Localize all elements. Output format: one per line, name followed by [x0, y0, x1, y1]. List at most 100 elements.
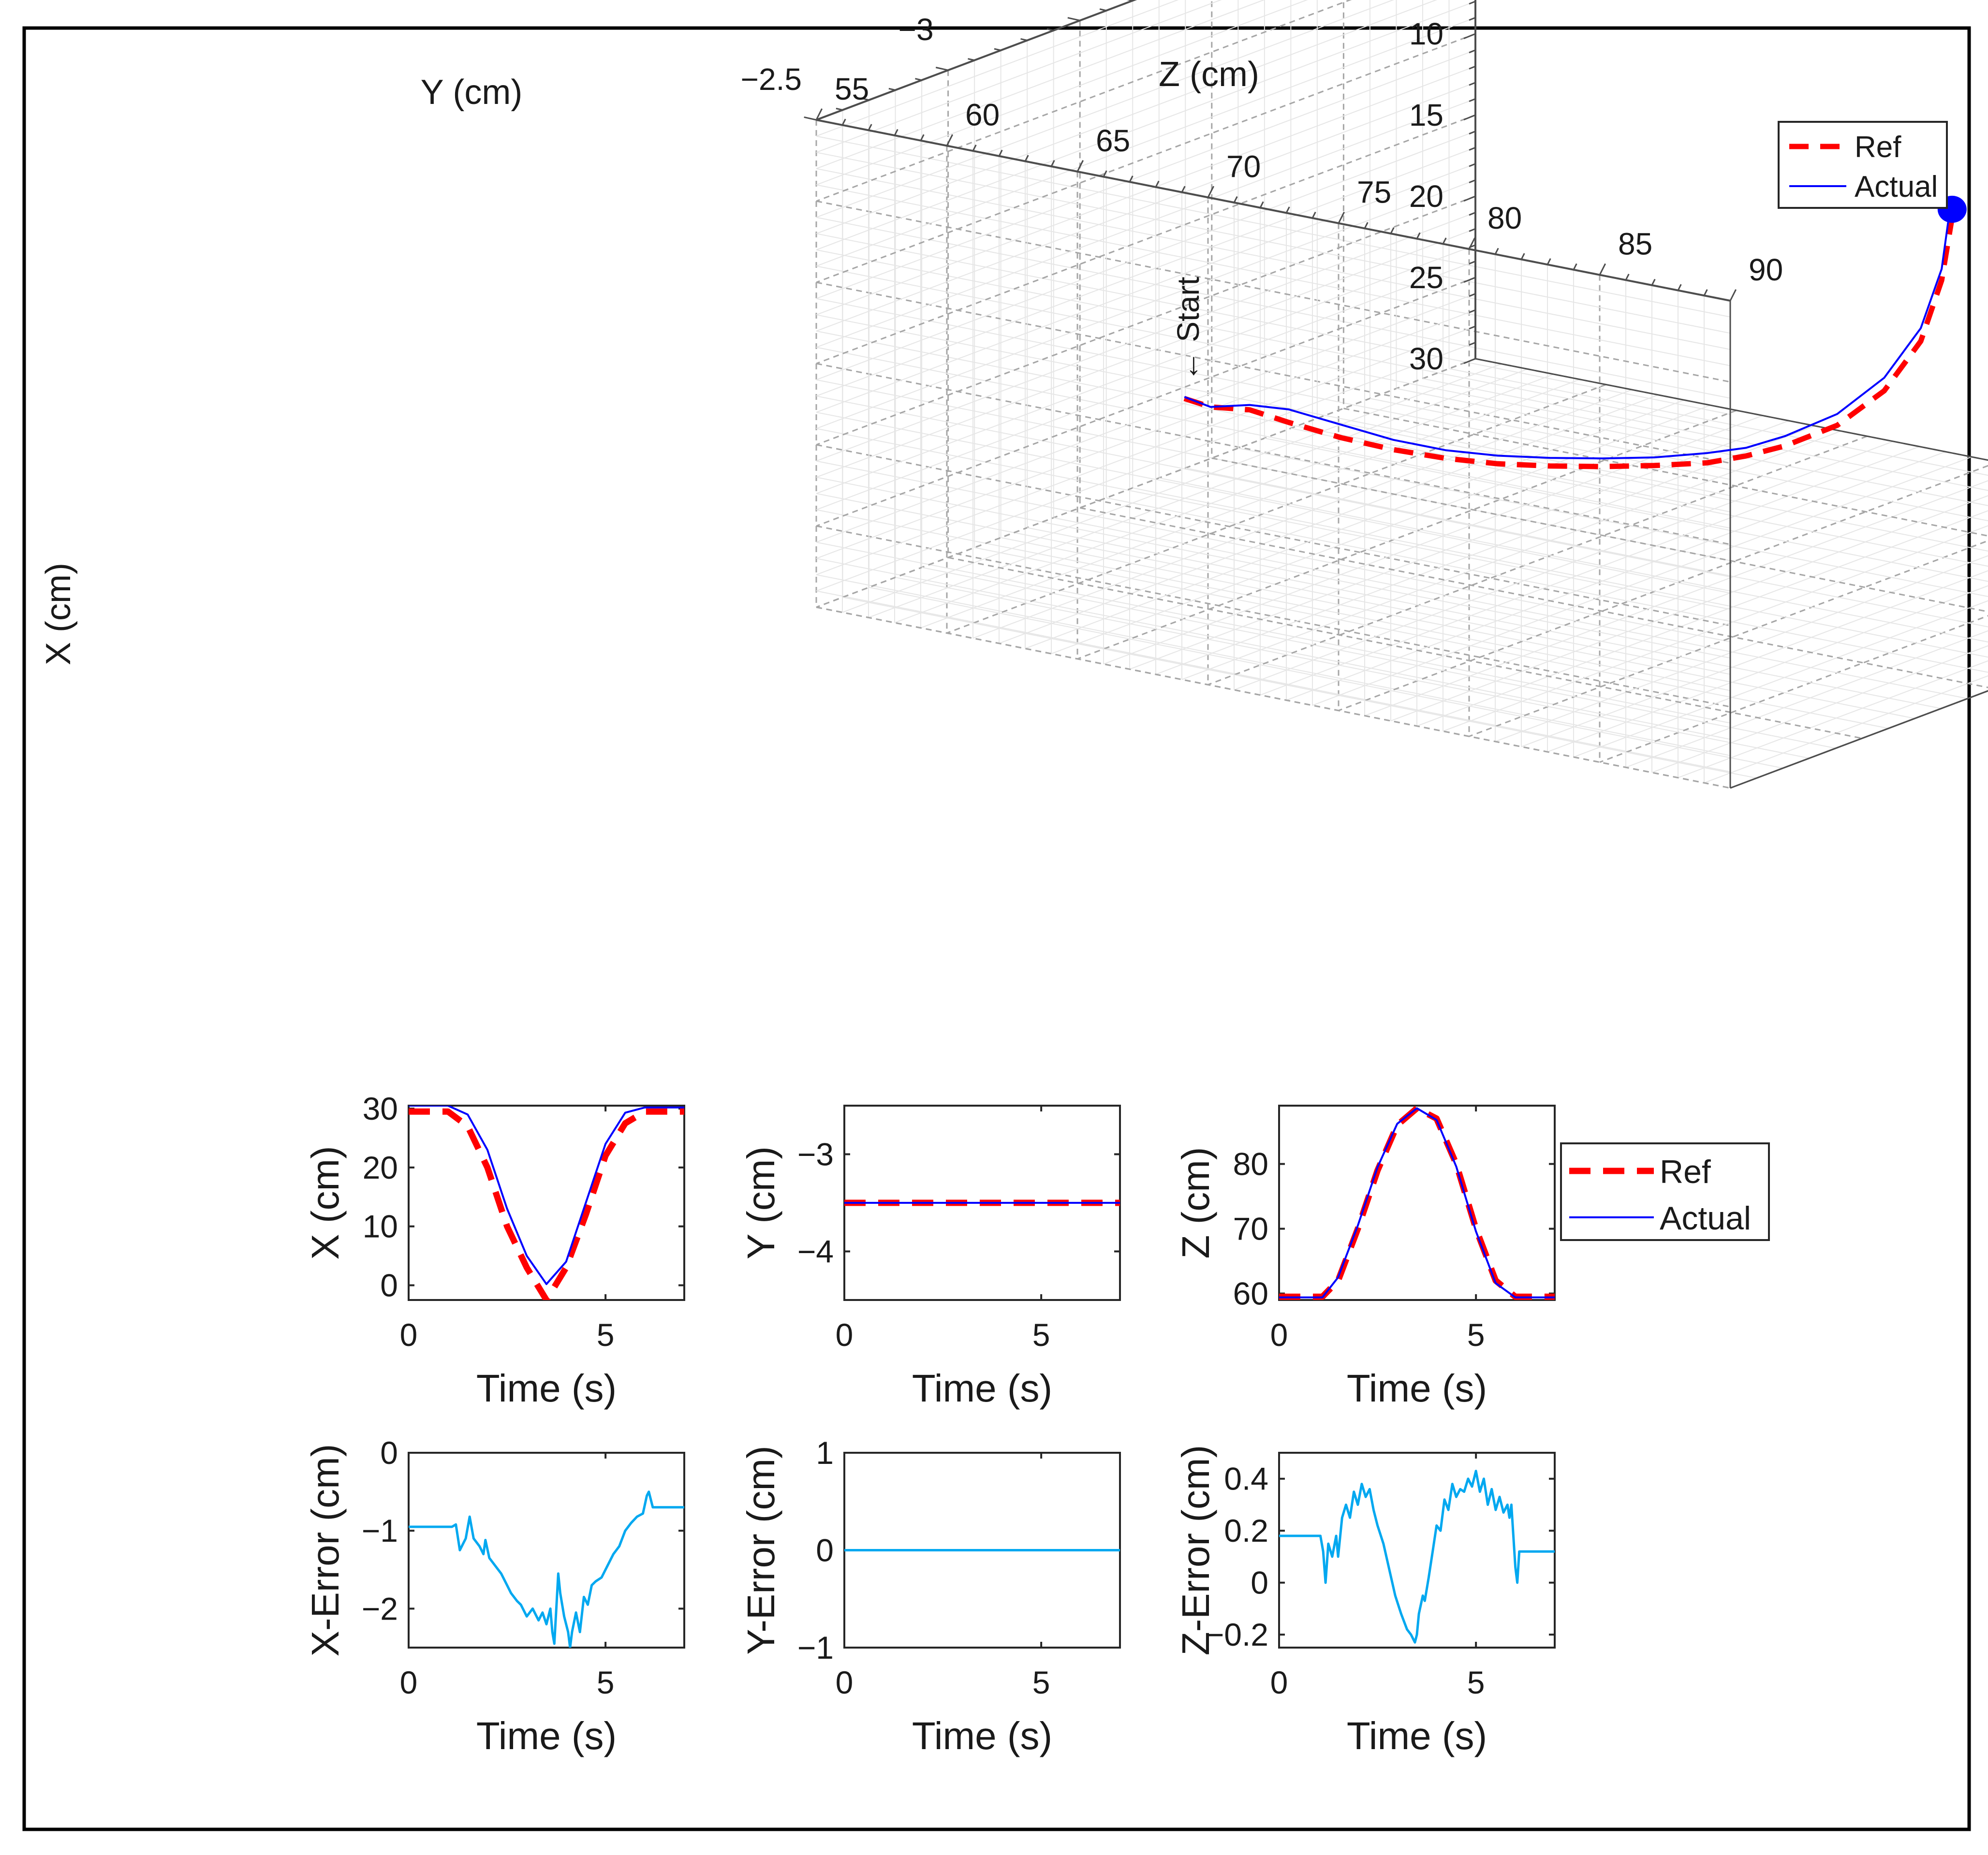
gridline-back-x	[816, 217, 1731, 399]
trajectory-actual-line	[1184, 212, 1951, 460]
z-tick-label: 80	[1487, 201, 1522, 235]
gridline-back-x	[816, 363, 1731, 545]
z-axis-tick	[1181, 186, 1186, 193]
x-axis-tick	[1469, 82, 1476, 86]
gridline-back-x	[816, 135, 1731, 318]
gridline-floor-y	[1238, 448, 1988, 597]
gridline-side-x	[816, 309, 1476, 559]
x-tick-label: 30	[1409, 341, 1443, 376]
z-axis-label: Z (cm)	[1159, 55, 1259, 94]
z-axis-tick	[1338, 211, 1345, 224]
z-axis-tick	[972, 144, 977, 151]
gridline-floor-z	[1338, 465, 1988, 712]
gridline-floor-z	[1364, 480, 1988, 716]
y-tick-label: 80	[1233, 1146, 1268, 1182]
z-axis-tick	[1729, 289, 1737, 301]
error-line	[409, 1490, 684, 1648]
gridline-floor-y	[1370, 398, 1988, 522]
gridline-floor-y	[921, 567, 1836, 749]
z-axis-tick	[894, 129, 898, 136]
gridline-side-x	[816, 49, 1476, 299]
y-axis-tick	[968, 58, 975, 61]
gridline-side-x	[816, 147, 1476, 397]
gridline-side-x	[816, 0, 1476, 250]
y-axis-label: X (cm)	[304, 1146, 347, 1260]
z-axis-tick	[1599, 263, 1606, 276]
gridline-floor-z	[999, 394, 1659, 644]
gridline-back-x	[816, 168, 1731, 350]
z-axis-tick	[1677, 284, 1682, 291]
y-tick-label: 0.4	[1224, 1461, 1268, 1497]
y-axis-tick	[888, 88, 896, 91]
subplot-series-group	[409, 1490, 684, 1648]
gridline-floor-z	[946, 384, 1606, 634]
gridline-floor-z	[1208, 435, 1868, 686]
z-axis-tick	[1129, 175, 1134, 182]
error-line	[1279, 1470, 1555, 1644]
z-tick-label: 85	[1618, 227, 1652, 262]
z-axis-tick	[1442, 237, 1447, 245]
gridline-floor-z	[1181, 430, 1841, 680]
z-axis-tick	[1416, 232, 1421, 239]
subplot-series-group	[1279, 1106, 1555, 1300]
y-axis-tick	[994, 48, 1001, 51]
plot-3d-trajectory: −5−4.5−4−3.5−3−2.55560657075808590051015…	[39, 0, 1988, 789]
x-tick-label: 5	[1032, 1317, 1050, 1353]
z-axis-tick	[1546, 258, 1551, 265]
z-tick-label: 60	[965, 97, 1000, 132]
gridline-floor-y	[895, 577, 1810, 759]
gridline-side-x	[816, 17, 1476, 267]
legend-3d-ref-label: Ref	[1855, 131, 1901, 164]
gridline-side-x	[816, 179, 1476, 429]
gridline-side-x	[816, 82, 1476, 332]
z-axis-tick	[841, 118, 846, 126]
subplot-x-position: 0 5 0 10 20 30 Time (s) X (cm)	[304, 1091, 685, 1410]
gridline-floor-y	[1053, 517, 1968, 699]
gridline-side-x	[816, 98, 1476, 348]
gridline-floor-z	[842, 363, 1502, 613]
z-axis-tick	[1703, 289, 1708, 296]
gridline-floor-z	[972, 389, 1633, 639]
floor-edge-line	[1475, 358, 1988, 461]
y-axis-label: Y (cm)	[739, 1146, 782, 1259]
gridline-back-x	[816, 200, 1731, 383]
gridline-floor-y	[1027, 527, 1942, 709]
back-edge-line	[1730, 690, 1988, 789]
x-tick-label: 0	[400, 1317, 418, 1353]
gridline-back-x	[816, 395, 1731, 578]
gridline-floor-z	[1155, 425, 1815, 675]
gridline-floor-y	[1001, 537, 1915, 719]
subplot-y-position: 0 5 −3 −4 Time (s) Y (cm)	[739, 1105, 1121, 1410]
gridline-back-x	[816, 298, 1731, 480]
x-axis-tick	[1469, 228, 1476, 232]
gridline-floor-y	[1396, 388, 1988, 506]
gridline-floor-y	[1449, 368, 1988, 476]
y-tick-label: −3	[797, 1137, 834, 1172]
y-tick-label: 20	[363, 1150, 398, 1185]
subplot-series-group	[409, 1106, 684, 1300]
y-axis-label: Z-Error (cm)	[1174, 1445, 1217, 1655]
z-axis-tick	[868, 124, 872, 131]
x-axis-tick	[1469, 212, 1476, 216]
gridline-side-x	[816, 277, 1476, 527]
x-tick-label: 20	[1409, 179, 1443, 214]
y-axis-tick	[935, 67, 948, 71]
z-axis-tick	[1494, 248, 1499, 255]
z-tick-label: 55	[835, 72, 869, 106]
x-axis-tick	[1469, 179, 1476, 183]
y-axis-tick	[1046, 28, 1054, 31]
y-axis-tick	[915, 78, 922, 81]
gridline-floor-z	[1573, 600, 1988, 758]
gridline-back-x	[816, 493, 1731, 675]
gridline-floor-z	[1704, 675, 1988, 784]
x-axis-tick	[1469, 261, 1476, 264]
gridline-side-x	[816, 66, 1476, 316]
x-tick-label: 10	[1409, 16, 1443, 51]
gridline-side-x	[816, 228, 1476, 478]
gridline-side-x	[816, 0, 1265, 169]
gridline-back-x	[816, 411, 1731, 594]
x-tick-label: 0	[1270, 1665, 1288, 1700]
gridline-side-x	[816, 131, 1476, 380]
y-axis-label: Y (cm)	[421, 73, 523, 112]
